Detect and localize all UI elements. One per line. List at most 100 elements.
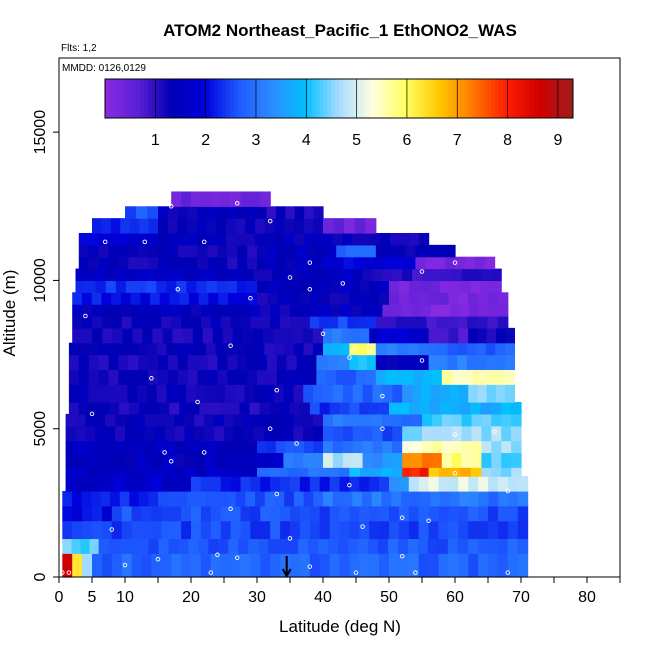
heatmap-cell xyxy=(129,490,140,507)
colorbar-swatch xyxy=(397,79,402,118)
heatmap-cell xyxy=(344,218,356,234)
heatmap-cell xyxy=(397,538,409,554)
heatmap-cell xyxy=(101,292,112,305)
heatmap-cell xyxy=(98,369,110,385)
observation-point xyxy=(380,224,385,230)
heatmap-cell xyxy=(419,232,430,246)
colorbar-swatch xyxy=(331,79,336,118)
heatmap-cell xyxy=(389,402,400,415)
heatmap-cell xyxy=(367,354,377,370)
heatmap-row xyxy=(68,342,515,356)
heatmap-cell xyxy=(88,384,99,403)
heatmap-cell xyxy=(266,440,277,454)
x-tick-label: 50 xyxy=(380,589,398,606)
heatmap-cell xyxy=(497,520,509,540)
heatmap-cell xyxy=(359,476,370,492)
colorbar-tick-label: 1 xyxy=(151,132,160,149)
colorbar-swatch xyxy=(214,79,219,118)
colorbar-swatch xyxy=(358,79,363,118)
colorbar-swatch xyxy=(389,79,395,118)
heatmap-cell xyxy=(333,256,345,270)
heatmap-cell xyxy=(148,369,159,385)
heatmap-cell xyxy=(491,268,502,282)
heatmap-cell xyxy=(176,384,187,403)
heatmap-cell xyxy=(240,191,251,207)
heatmap-cell xyxy=(293,232,305,246)
heatmap-cell xyxy=(181,553,192,578)
heatmap-cell xyxy=(105,467,117,477)
heatmap-cell xyxy=(177,244,189,258)
heatmap-cell xyxy=(293,384,304,403)
colorbar-swatch xyxy=(159,79,164,118)
heatmap-cell xyxy=(207,206,218,219)
heatmap-cell xyxy=(264,232,276,246)
heatmap-cell xyxy=(62,505,73,522)
colorbar-swatch xyxy=(374,79,379,118)
heatmap-cell xyxy=(158,354,169,370)
heatmap-cell xyxy=(101,218,112,234)
heatmap-cell xyxy=(176,467,188,477)
colorbar-tick-label: 6 xyxy=(402,132,411,149)
observation-point xyxy=(274,491,280,497)
observation-point xyxy=(479,373,484,378)
heatmap-cell xyxy=(95,425,106,442)
colorbar-swatch xyxy=(378,79,383,118)
heatmap-cell xyxy=(374,256,386,270)
heatmap-cell xyxy=(177,354,189,370)
heatmap-cell xyxy=(88,342,99,356)
heatmap-cell xyxy=(488,304,499,317)
heatmap-cell xyxy=(199,402,211,415)
heatmap-cell xyxy=(264,490,276,507)
heatmap-cell xyxy=(186,280,198,293)
heatmap-cell xyxy=(227,369,238,385)
heatmap-cell xyxy=(428,476,440,492)
colorbar-swatch xyxy=(233,79,239,118)
heatmap-cell xyxy=(481,268,492,282)
heatmap-cell xyxy=(209,402,221,415)
heatmap-cell xyxy=(448,476,459,492)
heatmap-cell xyxy=(247,369,258,385)
heatmap-cell xyxy=(326,369,337,385)
heatmap-cell xyxy=(471,425,482,442)
heatmap-cell xyxy=(284,232,295,246)
heatmap-cell xyxy=(88,232,100,246)
heatmap-cell xyxy=(181,476,192,492)
heatmap-cell xyxy=(438,520,449,540)
heatmap-cell xyxy=(98,384,109,403)
heatmap-cell xyxy=(196,467,208,477)
colorbar-swatch xyxy=(342,79,348,118)
heatmap-cell xyxy=(319,520,331,540)
heatmap-cell xyxy=(407,342,419,356)
colorbar-swatch xyxy=(241,79,246,118)
heatmap-cell xyxy=(306,369,317,385)
observation-point xyxy=(452,260,458,265)
y-tick-label: 5000 xyxy=(32,411,49,447)
heatmap-cell xyxy=(82,316,93,329)
heatmap-cell xyxy=(451,413,463,427)
heatmap-cell xyxy=(416,316,428,329)
heatmap-cell xyxy=(141,505,152,522)
heatmap-cell xyxy=(478,553,489,578)
heatmap-cell xyxy=(459,304,470,317)
heatmap-cell xyxy=(129,402,140,415)
heatmap-cell xyxy=(253,413,265,427)
heatmap-cell xyxy=(349,520,360,540)
heatmap-cell xyxy=(352,268,364,282)
observation-point xyxy=(168,459,174,464)
heatmap-cell xyxy=(303,452,314,468)
heatmap-cell xyxy=(304,440,315,454)
heatmap-cell xyxy=(253,425,265,442)
heatmap-cell xyxy=(431,268,443,282)
colorbar-swatch xyxy=(280,79,285,118)
heatmap-cell xyxy=(174,268,185,282)
heatmap-cell xyxy=(139,402,150,415)
heatmap-cell xyxy=(269,402,281,415)
heatmap-cell xyxy=(218,292,229,305)
heatmap-cell xyxy=(82,304,93,317)
heatmap-cell xyxy=(398,327,410,344)
heatmap-cell xyxy=(141,316,152,329)
heatmap-cell xyxy=(174,452,185,468)
heatmap-cell xyxy=(288,292,300,305)
heatmap-cell xyxy=(128,369,139,385)
colorbar-swatch xyxy=(210,79,215,118)
